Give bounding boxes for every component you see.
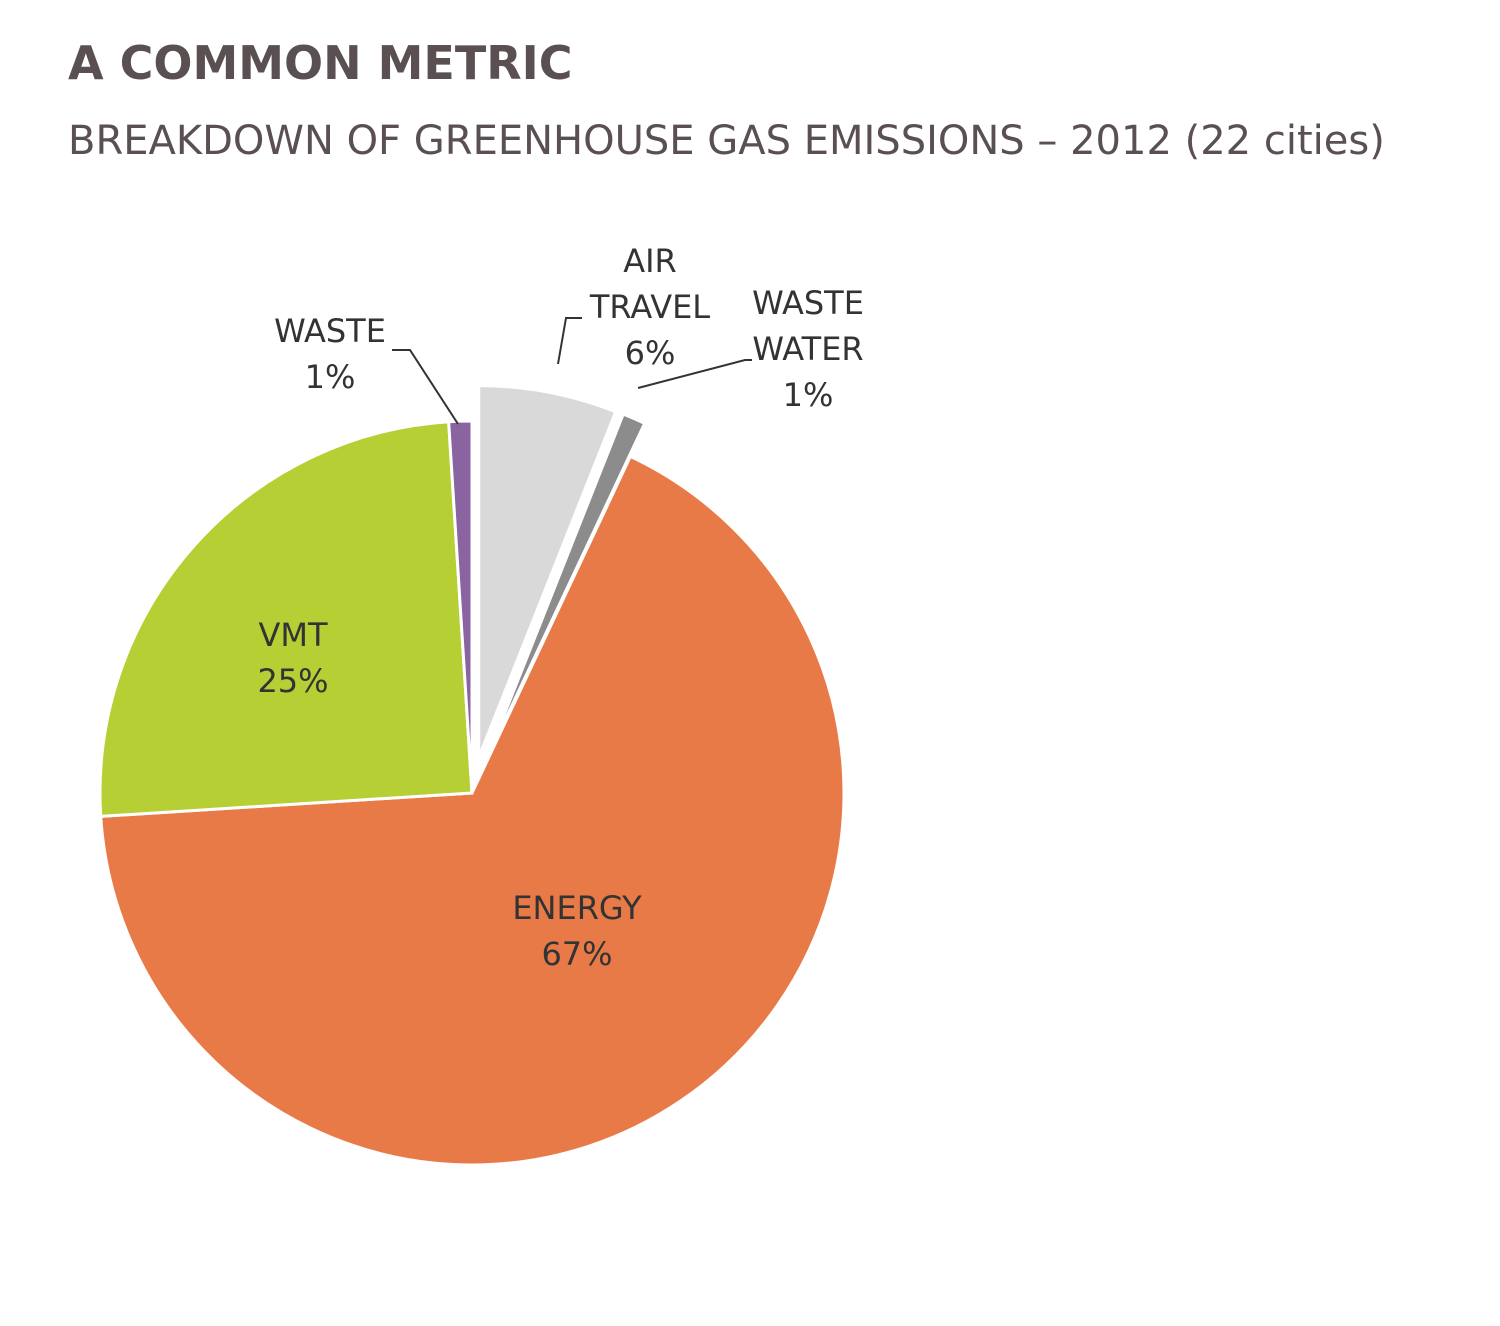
chart-subtitle: BREAKDOWN OF GREENHOUSE GAS EMISSIONS – … xyxy=(68,118,1385,164)
slice-value: 6% xyxy=(624,334,676,372)
slice-value: 1% xyxy=(304,358,356,396)
slice-label: AIR TRAVEL 6% xyxy=(575,238,725,376)
pie-slice xyxy=(484,412,647,761)
pie-slice xyxy=(99,454,846,1167)
pie-slice xyxy=(98,420,474,818)
slice-name: VMT xyxy=(258,616,328,654)
slice-name: ENERGY xyxy=(512,889,642,927)
slice-label: VMT 25% xyxy=(193,612,393,704)
leader-line xyxy=(637,359,752,389)
slice-name: AIR TRAVEL xyxy=(589,242,711,326)
slice-value: 1% xyxy=(782,376,834,414)
pie-slice xyxy=(477,384,618,759)
chart-title: A COMMON METRIC xyxy=(68,36,573,90)
slice-name: WASTE WATER xyxy=(752,284,864,368)
leader-line xyxy=(392,349,459,425)
slice-value: 25% xyxy=(257,662,329,700)
slice-label: WASTE 1% xyxy=(230,308,430,400)
slice-name: WASTE xyxy=(274,312,386,350)
slice-label: WASTE WATER 1% xyxy=(733,280,883,418)
pie-slice xyxy=(447,419,474,794)
slice-value: 67% xyxy=(541,935,613,973)
leader-line xyxy=(557,317,582,365)
slice-label: ENERGY 67% xyxy=(477,885,677,977)
